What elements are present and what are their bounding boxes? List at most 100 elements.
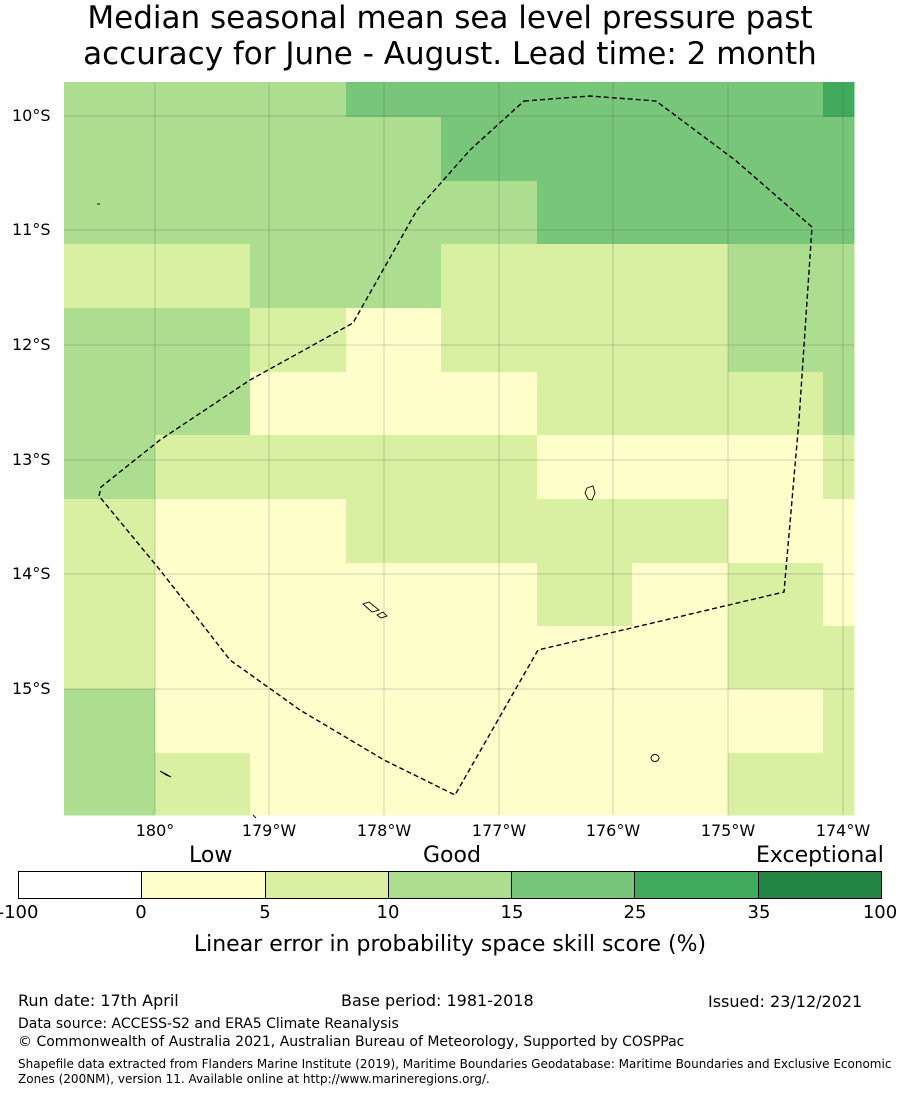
- colorbar-tick: 100: [862, 902, 898, 923]
- grid-cell: [250, 308, 347, 373]
- grid-cell: [155, 372, 251, 436]
- grid-cell: [250, 689, 347, 754]
- colorbar-segment: [388, 872, 513, 898]
- colorbar: [18, 871, 882, 899]
- grid-cell: [64, 435, 156, 500]
- grid-cell: [728, 244, 824, 309]
- grid-cell: [728, 499, 824, 564]
- lat-label: 14°S: [12, 564, 51, 583]
- grid-cell: [155, 499, 251, 564]
- grid-cell: [728, 435, 824, 500]
- grid-cell: [537, 753, 633, 816]
- grid-cell: [250, 244, 347, 309]
- grid-cell: [64, 626, 156, 690]
- colorbar-tick: 35: [747, 902, 771, 923]
- grid-cell: [64, 753, 156, 816]
- grid-cell: [537, 689, 633, 754]
- lon-label: 177°W: [471, 821, 527, 840]
- colorbar-segment: [758, 872, 881, 898]
- grid-cell: [346, 689, 442, 754]
- lat-label: 11°S: [12, 220, 51, 239]
- grid-cell: [64, 117, 156, 182]
- grid-cell: [537, 372, 633, 436]
- lat-label: 10°S: [12, 106, 51, 125]
- grid-cell: [64, 499, 156, 564]
- grid-cell: [728, 117, 824, 182]
- title-line-2: accuracy for June - August. Lead time: 2…: [83, 36, 817, 72]
- colorbar-tick: -100: [0, 902, 39, 923]
- island-marker: [159, 770, 172, 778]
- colorbar-label: Linear error in probability space skill …: [193, 932, 707, 957]
- colorbar-tick: 15: [500, 902, 524, 923]
- colorbar-segment: [142, 872, 266, 898]
- grid-cell: [346, 181, 442, 245]
- grid-cell: [441, 372, 538, 436]
- grid-cell: [632, 244, 729, 309]
- grid-cell: [155, 308, 251, 373]
- grid-cell: [537, 308, 633, 373]
- grid-cell: [537, 563, 633, 627]
- grid-cell: [728, 689, 824, 754]
- grid-cell: [537, 82, 633, 118]
- grid-cell: [537, 117, 633, 182]
- grid-cell: [823, 308, 855, 373]
- graticule: [64, 82, 854, 815]
- colorbar-segment: [19, 872, 143, 898]
- legend-category-low: Low: [189, 843, 233, 868]
- grid-cell: [250, 82, 347, 118]
- grid-cell: [537, 181, 633, 245]
- map-plot: [64, 82, 855, 819]
- colorbar-tick: 5: [259, 902, 271, 923]
- data-source: Data source: ACCESS-S2 and ERA5 Climate …: [18, 1016, 399, 1032]
- grid-cell: [250, 117, 347, 182]
- islands: [97, 203, 660, 819]
- grid-cell: [632, 563, 729, 627]
- colorbar-segment: [512, 872, 636, 898]
- grid-cell: [155, 244, 251, 309]
- island-marker: [584, 485, 596, 501]
- island-marker: [362, 601, 380, 613]
- grid-cell: [155, 626, 251, 690]
- lat-label: 15°S: [12, 679, 51, 698]
- grid-cell: [64, 372, 156, 436]
- grid-cell: [346, 435, 442, 500]
- grid-cell: [250, 499, 347, 564]
- grid-cell: [823, 117, 855, 182]
- grid-cell: [728, 753, 824, 816]
- grid-cell: [155, 435, 251, 500]
- grid-cell: [537, 435, 633, 500]
- grid-cell: [155, 563, 251, 627]
- grid-cell: [823, 82, 855, 118]
- grid-cell: [64, 689, 156, 754]
- colorbar-tick: 0: [135, 902, 147, 923]
- grid-cell: [823, 372, 855, 436]
- eez-boundary: [98, 95, 813, 796]
- grid-cell: [823, 244, 855, 309]
- grid-cell: [823, 435, 855, 500]
- grid-cell: [728, 308, 824, 373]
- grid-cell: [632, 626, 729, 690]
- grid-cell: [64, 244, 156, 309]
- grid-cell: [155, 82, 251, 118]
- grid-cell: [155, 689, 251, 754]
- lon-label: 174°W: [815, 821, 871, 840]
- grid-cell: [346, 372, 442, 436]
- grid-cell: [728, 626, 824, 690]
- grid-cell: [64, 563, 156, 627]
- copyright: © Commonwealth of Australia 2021, Austra…: [18, 1034, 685, 1050]
- grid-cell: [632, 689, 729, 754]
- grid-cell: [441, 689, 538, 754]
- colorbar-tick: 10: [376, 902, 400, 923]
- grid-cell: [346, 753, 442, 816]
- grid-cell: [346, 82, 442, 118]
- grid-cell: [441, 82, 538, 118]
- grid-cell: [155, 753, 251, 816]
- grid-cell: [632, 308, 729, 373]
- grid-cell: [728, 82, 824, 118]
- grid-cell: [441, 117, 538, 182]
- grid-cell: [64, 181, 156, 245]
- colorbar-tick: 25: [623, 902, 647, 923]
- lon-label: 176°W: [585, 821, 641, 840]
- grid-cell: [155, 181, 251, 245]
- grid-cell: [632, 753, 729, 816]
